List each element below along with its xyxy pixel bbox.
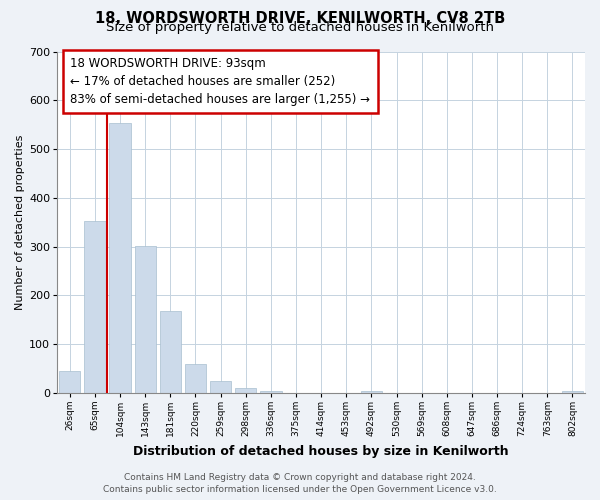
Bar [59,371,80,393]
Text: Size of property relative to detached houses in Kenilworth: Size of property relative to detached ho… [106,22,494,35]
X-axis label: Distribution of detached houses by size in Kenilworth: Distribution of detached houses by size … [133,444,509,458]
Bar [260,391,281,393]
Bar [562,392,583,393]
Text: 18, WORDSWORTH DRIVE, KENILWORTH, CV8 2TB: 18, WORDSWORTH DRIVE, KENILWORTH, CV8 2T… [95,11,505,26]
Bar [235,388,256,393]
Y-axis label: Number of detached properties: Number of detached properties [15,134,25,310]
Bar [210,380,231,393]
Bar [84,221,106,393]
Text: 18 WORDSWORTH DRIVE: 93sqm
← 17% of detached houses are smaller (252)
83% of sem: 18 WORDSWORTH DRIVE: 93sqm ← 17% of deta… [70,56,370,106]
Bar [134,246,156,393]
Text: Contains HM Land Registry data © Crown copyright and database right 2024.
Contai: Contains HM Land Registry data © Crown c… [103,472,497,494]
Bar [109,123,131,393]
Bar [361,392,382,393]
Bar [185,364,206,393]
Bar [160,311,181,393]
